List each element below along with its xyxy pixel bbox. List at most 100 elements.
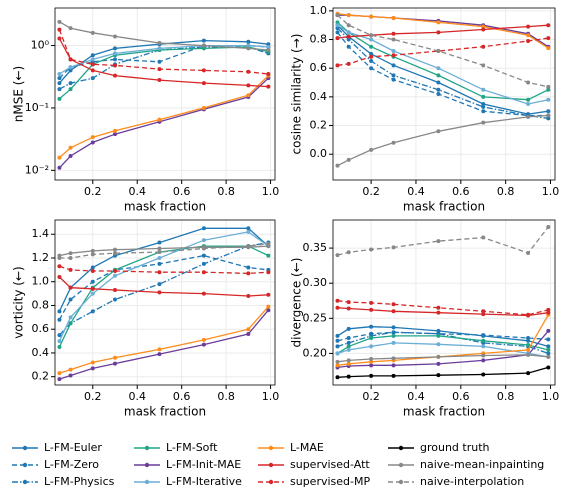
data-point [68, 367, 73, 372]
data-point [57, 96, 62, 101]
data-point [436, 342, 441, 347]
data-point [90, 252, 95, 257]
series-line [59, 306, 269, 374]
data-point [335, 63, 340, 68]
data-point [546, 46, 551, 51]
panel: 0.2 0.4 0.6 0.8 1.0 0.2 0.4 0.6 0.8 1.0 1.2 1.4 mask… [12, 219, 279, 419]
legend-label: L-FM-Euler [44, 441, 102, 454]
data-point [346, 358, 351, 363]
data-point [157, 59, 162, 64]
data-point [90, 53, 95, 58]
series-line [59, 44, 269, 75]
x-tick-label: 0.8 [497, 185, 515, 198]
data-point [266, 44, 271, 49]
y-tick-label: 0.30 [303, 276, 328, 289]
x-tick-label: 0.2 [362, 390, 380, 403]
data-point [266, 308, 271, 313]
y-tick-label: 10⁰ [31, 39, 50, 52]
data-point [335, 298, 340, 303]
x-tick-label: 0.6 [173, 390, 191, 403]
data-point [335, 351, 340, 356]
data-point [113, 273, 117, 278]
data-point [526, 347, 531, 352]
data-point [246, 83, 251, 88]
legend-marker [398, 462, 404, 468]
data-point [57, 165, 62, 170]
data-point [436, 20, 441, 25]
data-point [90, 366, 95, 371]
data-point [335, 30, 340, 35]
data-point [481, 94, 486, 99]
series-line [59, 21, 269, 51]
data-point [481, 372, 486, 377]
data-point [246, 93, 251, 98]
legend-marker [144, 462, 150, 468]
data-point [57, 339, 62, 344]
legend-marker [22, 462, 28, 468]
legend-marker [398, 479, 404, 485]
data-point [266, 253, 271, 258]
y-tick-label: 0.4 [32, 346, 50, 359]
data-point [57, 76, 62, 81]
series-line [337, 24, 549, 115]
series-line [336, 31, 549, 117]
data-point [346, 23, 351, 28]
data-point [246, 327, 251, 332]
data-point [57, 27, 62, 32]
data-point [335, 253, 340, 258]
data-point [335, 305, 340, 310]
data-point [481, 235, 486, 240]
data-point [113, 251, 117, 256]
data-point [113, 57, 117, 62]
data-point [546, 310, 551, 315]
data-point [546, 225, 551, 230]
legend-label: L-FM-Physics [44, 475, 115, 488]
data-point [266, 304, 271, 309]
data-point [113, 355, 117, 360]
data-point [266, 270, 271, 275]
series-line [337, 37, 549, 66]
data-point [90, 135, 95, 140]
data-point [436, 80, 441, 85]
data-point [369, 14, 374, 19]
data-point [266, 241, 271, 246]
data-point [68, 315, 73, 320]
data-point [369, 59, 374, 64]
data-point [391, 373, 396, 378]
series-line [58, 46, 269, 100]
legend-marker [144, 445, 150, 451]
x-tick-label: 0.4 [407, 390, 425, 403]
data-point [369, 363, 374, 368]
data-point [391, 356, 396, 361]
data-point [113, 51, 117, 56]
series-line [337, 14, 549, 88]
x-tick-label: 0.2 [362, 185, 380, 198]
data-point [391, 63, 396, 68]
data-point [526, 371, 531, 376]
plot-frame [332, 219, 556, 386]
data-point [157, 261, 162, 266]
data-point [369, 54, 374, 59]
legend-marker [398, 445, 404, 451]
data-point [481, 120, 486, 125]
x-tick-label: 0.6 [452, 390, 470, 403]
data-point [369, 147, 374, 152]
x-axis-label: mask fraction [403, 200, 485, 214]
data-point [391, 245, 396, 250]
x-tick-label: 0.4 [407, 185, 425, 198]
series-line [337, 354, 549, 363]
data-point [481, 358, 486, 363]
series-line [337, 331, 549, 355]
data-point [57, 371, 62, 376]
data-point [335, 344, 340, 349]
data-point [157, 250, 162, 255]
legend-label: naive-interpolation [420, 475, 524, 488]
data-point [369, 66, 374, 71]
data-point [57, 36, 62, 41]
data-point [369, 307, 374, 312]
data-point [546, 109, 551, 114]
plot-frame [54, 7, 276, 181]
data-point [68, 81, 73, 86]
data-point [391, 77, 396, 82]
series-line [58, 29, 269, 75]
